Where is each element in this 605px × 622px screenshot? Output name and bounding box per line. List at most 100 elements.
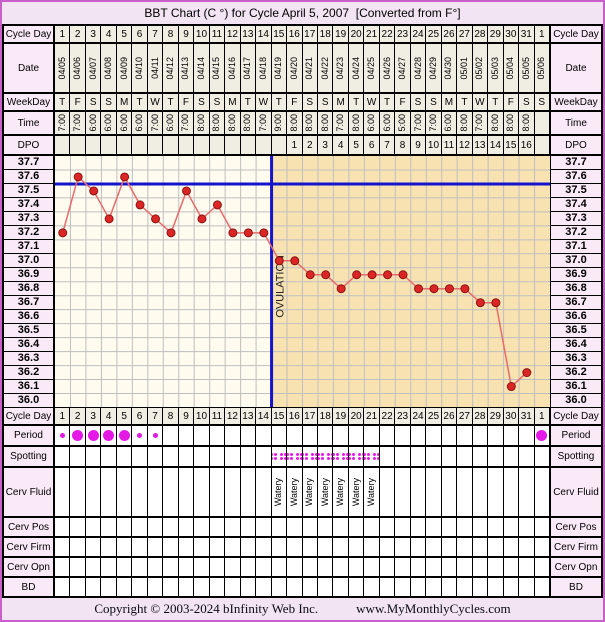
row-label-time: Time: [4, 112, 55, 134]
row-label-cycle-day-bottom: Cycle Day: [4, 408, 55, 424]
cerv-opn-cell: [472, 558, 489, 576]
temp-axis-label: 37.6: [4, 170, 53, 184]
dpo-value: 14: [489, 139, 501, 151]
cerv-pos-cell: [426, 518, 442, 536]
row-label-bd: BD: [4, 578, 55, 596]
cycle-day-top-value: 8: [167, 28, 174, 40]
bd-cell: [116, 578, 133, 596]
cycle-day-top-cell: 29: [488, 26, 504, 42]
weekday-value: M: [336, 96, 345, 108]
weekday-cell: T: [457, 94, 473, 110]
cycle-day-top-value: 5: [121, 28, 127, 40]
time-value: 8:00: [211, 114, 222, 132]
date-cell: 05/01: [457, 44, 473, 92]
cerv-pos-cell: [534, 518, 550, 536]
date-value: 04/08: [103, 56, 114, 80]
period-cell: [395, 426, 411, 445]
bd-cell: [457, 578, 473, 596]
chart-row: 37.7 37.6 37.5 37.4 37.3 37.2 37.1 37.0 36.9 36.8…: [4, 156, 601, 408]
time-value: 5:00: [397, 114, 408, 132]
period-cell: [519, 426, 535, 445]
bd-cell: [147, 578, 164, 596]
temperature-point: [352, 270, 362, 280]
period-cell: [426, 426, 442, 445]
row-label-spotting-right: Spotting: [550, 447, 601, 466]
bd-cell: [163, 578, 179, 596]
weekday-value: M: [444, 96, 454, 108]
cerv-opn-cell: [194, 558, 210, 576]
weekday-value: T: [461, 96, 468, 108]
bd-cell: [209, 578, 226, 596]
cycle-day-bottom-cell: 21: [364, 408, 380, 424]
spotting-cell: [379, 447, 396, 466]
spotting-dot: [305, 457, 309, 460]
cycle-day-bottom-cell: 22: [379, 408, 396, 424]
bd-cell: [194, 578, 210, 596]
cerv-fluid-value: Watery: [304, 477, 315, 507]
cycle-day-top-value: 10: [195, 28, 208, 40]
time-cell: 9:00: [271, 112, 288, 134]
time-value: 6:00: [118, 114, 129, 132]
dpo-cell: 11: [441, 136, 458, 154]
row-label-date-right: Date: [550, 44, 601, 92]
cerv-fluid-cell: [85, 468, 102, 516]
cerv-opn-cell: [147, 558, 164, 576]
cycle-day-top-cell: 27: [457, 26, 473, 42]
temp-axis-label: 36.6: [4, 310, 53, 324]
cycle-day-bottom-cell: 20: [348, 408, 365, 424]
dpo-cell: 15: [503, 136, 520, 154]
cycle-day-top-cell: 13: [240, 26, 257, 42]
time-cell: 8:00: [503, 112, 520, 134]
weekday-cell: M: [333, 94, 349, 110]
cycle-day-bottom-cell: 17: [302, 408, 318, 424]
dpo-value: 7: [384, 139, 390, 151]
time-cell: 7:00: [472, 112, 489, 134]
bd-cell: [333, 578, 349, 596]
cycle-day-bottom-value: 14: [257, 410, 269, 422]
cycle-day-top-cell: 3: [85, 26, 102, 42]
spotting-cell: [302, 447, 318, 466]
cerv-fluid-cell: [225, 468, 241, 516]
temperature-point: [444, 284, 454, 294]
period-dot: [72, 430, 84, 441]
time-value: 6:00: [443, 114, 454, 132]
dpo-cell: [225, 136, 241, 154]
cycle-day-bottom-value: 6: [136, 410, 143, 422]
temperature-point: [367, 270, 377, 280]
cerv-firm-cell: [302, 538, 318, 556]
spotting-dot: [348, 453, 351, 456]
date-cell: 05/06: [534, 44, 550, 92]
cerv-pos-cell: [85, 518, 102, 536]
spotting-dot: [367, 457, 371, 460]
website-link[interactable]: www.MyMonthlyCycles.com: [356, 601, 511, 616]
cycle-day-bottom-value: 30: [505, 410, 517, 422]
period-row: Period Period: [4, 426, 601, 447]
weekday-cell: T: [240, 94, 257, 110]
dpo-cell: 10: [426, 136, 442, 154]
date-value: 05/05: [520, 56, 531, 80]
spotting-dot-cluster: [357, 453, 364, 460]
weekday-cell: W: [364, 94, 380, 110]
time-value: 8:00: [242, 114, 253, 132]
bd-cell: [364, 578, 380, 596]
spotting-dot: [351, 453, 355, 456]
temperature-point: [135, 200, 145, 210]
period-cell: [116, 426, 133, 445]
temp-axis-label: 37.0: [4, 254, 53, 268]
temperature-point: [305, 270, 315, 280]
bd-cell: [101, 578, 117, 596]
cycle-day-bottom-value: 12: [226, 410, 238, 422]
weekday-value: F: [182, 96, 190, 108]
temp-axis-label: 37.4: [551, 198, 601, 212]
bbt-plot-area: OVULATION: [55, 156, 550, 408]
temp-axis-label: 36.2: [551, 366, 601, 380]
time-cell: 8:00: [302, 112, 318, 134]
cerv-pos-cell: [441, 518, 458, 536]
cerv-pos-cell: [225, 518, 241, 536]
cycle-day-top-cell: 19: [333, 26, 349, 42]
cycle-day-top-value: 4: [105, 28, 112, 40]
bd-cell: [240, 578, 257, 596]
spotting-dot: [342, 453, 346, 456]
weekday-cell: S: [101, 94, 117, 110]
temperature-point: [429, 284, 439, 294]
